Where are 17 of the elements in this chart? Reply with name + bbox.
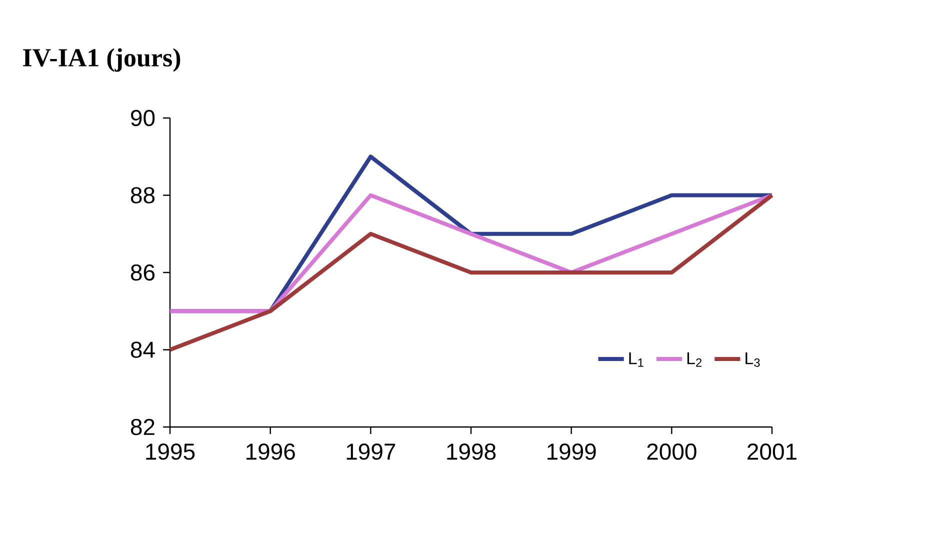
y-tick-label: 86 xyxy=(130,264,155,281)
x-tick-label: 1998 xyxy=(447,444,496,460)
x-tick-label: 2000 xyxy=(647,444,696,460)
legend-label: L$_{3}$ xyxy=(746,352,760,367)
x-tick-label: 1995 xyxy=(146,444,195,460)
x-tick-label: 1996 xyxy=(246,444,295,460)
legend-label: L$_{2}$ xyxy=(687,352,702,367)
x-tick-label: 1997 xyxy=(346,444,396,460)
y-tick-label: 90 xyxy=(131,110,155,126)
y-tick-label: 88 xyxy=(130,187,155,204)
y-tick-label: 84 xyxy=(130,342,155,358)
x-tick-label: 1999 xyxy=(548,444,596,460)
chart-title: IV-IA1 (jours) xyxy=(23,48,180,72)
y-tick-label: 82 xyxy=(130,418,154,436)
x-tick-label: 2001 xyxy=(748,444,796,460)
legend-label: L$_{1}$ xyxy=(629,352,644,367)
line-series xyxy=(168,193,774,314)
